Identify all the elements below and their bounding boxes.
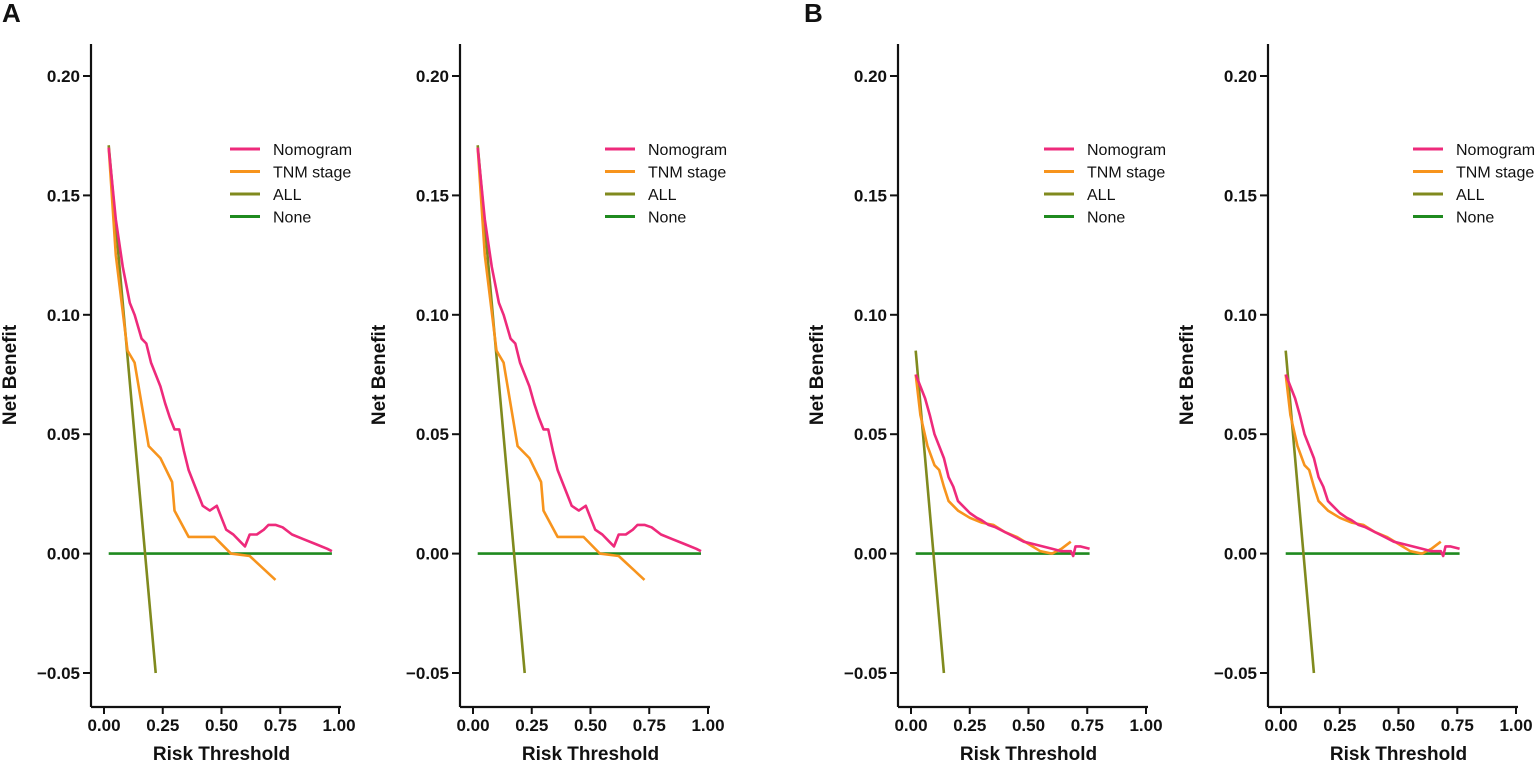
x-tick-label: 0.25 <box>953 716 986 735</box>
series-all <box>1284 350 1316 674</box>
y-tick-label: 0.20 <box>416 67 449 86</box>
series-nomogram <box>914 374 1090 558</box>
x-axis-title: Risk Threshold <box>1330 744 1467 760</box>
y-axis-title: Net Benefit <box>0 324 21 425</box>
y-tick-label: 0.20 <box>47 67 80 86</box>
legend-label: ALL <box>1456 187 1485 204</box>
y-axis-title: Net Benefit <box>1177 324 1198 425</box>
x-tick-label: 0.00 <box>1264 716 1297 735</box>
y-tick-label: 0.20 <box>1224 67 1257 86</box>
y-tick-label: 0.05 <box>416 425 449 444</box>
x-tick-label: 0.50 <box>574 716 607 735</box>
series-tnm-stage <box>107 147 277 581</box>
y-tick-label: 0.05 <box>47 425 80 444</box>
y-tick-label: 0.10 <box>854 306 887 325</box>
x-axis-title: Risk Threshold <box>522 744 659 760</box>
series-tnm-stage <box>1284 374 1442 555</box>
x-tick-label: 0.50 <box>205 716 238 735</box>
x-tick-label: 1.00 <box>1129 716 1162 735</box>
y-tick-label: −0.05 <box>37 664 80 683</box>
legend-label: TNM stage <box>273 165 351 182</box>
series-nomogram <box>107 147 333 553</box>
x-axis-title: Risk Threshold <box>153 744 290 760</box>
legend-label: ALL <box>648 187 677 204</box>
chart-panel-4: −0.05 0.00 0.05 0.10 0.15 0.20 0.00 0.25 0.50 0.7… <box>1177 44 1535 760</box>
x-axis-title: Risk Threshold <box>960 744 1097 760</box>
x-tick-label: 0.50 <box>1382 716 1415 735</box>
series-tnm-stage <box>914 374 1072 555</box>
series-all <box>914 350 946 674</box>
y-tick-label: 0.00 <box>854 545 887 564</box>
x-tick-label: 0.25 <box>1323 716 1356 735</box>
y-tick-label: 0.15 <box>47 186 80 205</box>
y-tick-label: 0.00 <box>1224 545 1257 564</box>
legend-label: Nomogram <box>273 142 352 159</box>
x-tick-label: 0.75 <box>1071 716 1104 735</box>
legend-label: None <box>1456 210 1494 227</box>
y-tick-label: 0.00 <box>416 545 449 564</box>
y-tick-label: 0.10 <box>47 306 80 325</box>
x-tick-label: 0.75 <box>633 716 666 735</box>
y-tick-label: −0.05 <box>1214 664 1257 683</box>
x-tick-label: 0.25 <box>515 716 548 735</box>
y-axis-title: Net Benefit <box>807 324 828 425</box>
x-tick-label: 0.50 <box>1012 716 1045 735</box>
y-tick-label: 0.15 <box>1224 186 1257 205</box>
legend-label: None <box>273 210 311 227</box>
legend-label: ALL <box>273 187 302 204</box>
series-nomogram <box>476 147 702 553</box>
legend-label: TNM stage <box>1087 165 1165 182</box>
legend-label: Nomogram <box>1087 142 1166 159</box>
y-tick-label: 0.15 <box>854 186 887 205</box>
x-tick-label: 1.00 <box>1499 716 1532 735</box>
y-tick-label: 0.15 <box>416 186 449 205</box>
legend-label: None <box>648 210 686 227</box>
y-tick-label: 0.05 <box>1224 425 1257 444</box>
panel-label-a: A <box>2 0 21 28</box>
y-tick-label: 0.20 <box>854 67 887 86</box>
y-tick-label: 0.00 <box>47 545 80 564</box>
y-tick-label: −0.05 <box>406 664 449 683</box>
y-tick-label: 0.10 <box>1224 306 1257 325</box>
legend-label: ALL <box>1087 187 1116 204</box>
legend-label: TNM stage <box>648 165 726 182</box>
series-nomogram <box>1284 374 1460 558</box>
x-tick-label: 0.00 <box>894 716 927 735</box>
chart-panel-1: −0.05 0.00 0.05 0.10 0.15 0.20 0.00 0.25 0.50 0.7… <box>0 44 356 760</box>
legend-label: None <box>1087 210 1125 227</box>
legend-label: Nomogram <box>1456 142 1535 159</box>
x-tick-label: 0.25 <box>146 716 179 735</box>
legend-label: Nomogram <box>648 142 727 159</box>
x-tick-label: 1.00 <box>691 716 724 735</box>
y-axis-title: Net Benefit <box>369 324 390 425</box>
x-tick-label: 0.00 <box>87 716 120 735</box>
x-tick-label: 0.75 <box>1441 716 1474 735</box>
x-tick-label: 1.00 <box>322 716 355 735</box>
x-tick-label: 0.75 <box>264 716 297 735</box>
y-tick-label: −0.05 <box>844 664 887 683</box>
chart-panel-3: −0.05 0.00 0.05 0.10 0.15 0.20 0.00 0.25 0.50 0.7… <box>807 44 1166 760</box>
chart-panel-2: −0.05 0.00 0.05 0.10 0.15 0.20 0.00 0.25 0.50 0.7… <box>369 44 727 760</box>
y-tick-label: 0.05 <box>854 425 887 444</box>
x-tick-label: 0.00 <box>456 716 489 735</box>
legend-label: TNM stage <box>1456 165 1534 182</box>
panel-label-b: B <box>804 0 823 28</box>
y-tick-label: 0.10 <box>416 306 449 325</box>
series-tnm-stage <box>476 147 646 581</box>
